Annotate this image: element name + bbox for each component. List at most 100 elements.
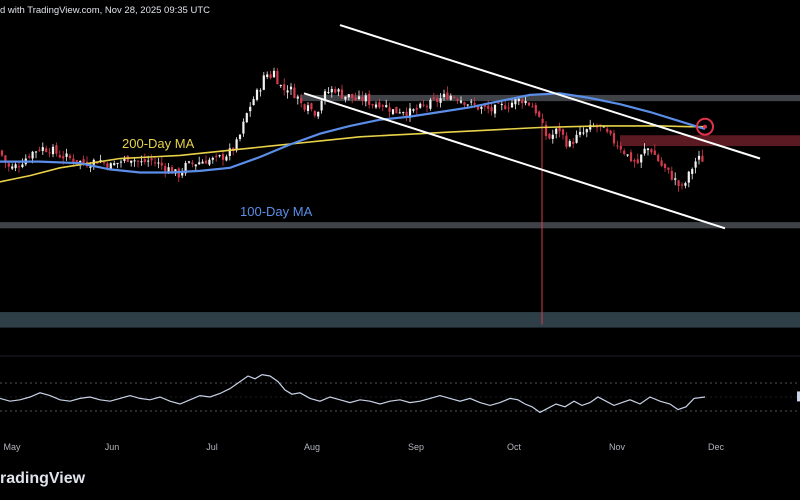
candle-body: [0, 150, 4, 156]
candle-body: [504, 105, 507, 110]
candle-body: [619, 145, 622, 150]
candle-body: [313, 110, 316, 116]
candle-body: [507, 107, 510, 109]
lower-support-zone: [0, 312, 800, 328]
candle-body: [113, 163, 116, 166]
candle-body: [82, 159, 85, 164]
candle-body: [252, 99, 255, 106]
candle-body: [119, 161, 123, 163]
candle-body: [684, 183, 687, 186]
candle-body: [425, 106, 429, 108]
crossover-marker: [696, 117, 714, 136]
candle-body: [296, 96, 299, 99]
candle-body: [310, 103, 313, 110]
moving-averages-layer: [0, 92, 706, 183]
candle-body: [490, 107, 493, 112]
candle-body: [337, 89, 340, 92]
candle-body: [357, 96, 361, 99]
candle-body: [595, 126, 599, 128]
candle-body: [402, 112, 405, 114]
candle-body: [633, 160, 636, 162]
zones-layer: [0, 94, 800, 328]
candle-body: [480, 106, 483, 109]
support-zone: [0, 222, 800, 229]
candle-body: [79, 160, 82, 164]
candle-body: [364, 95, 367, 102]
x-tick-label: Nov: [609, 442, 626, 452]
candle-body: [242, 121, 245, 134]
x-tick-label: Dec: [708, 442, 725, 452]
candle-body: [572, 141, 575, 144]
candle-body: [208, 159, 211, 165]
candle-body: [286, 90, 289, 93]
candle-body: [235, 139, 238, 151]
candle-body: [184, 163, 187, 174]
candle-body: [623, 150, 626, 154]
header-text: d with TradingView.com, Nov 28, 2025 09:…: [0, 5, 210, 16]
candle-body: [221, 154, 225, 160]
candle-body: [663, 163, 667, 169]
candle-body: [283, 84, 286, 91]
candle-body: [361, 96, 364, 102]
candle-body: [646, 148, 650, 151]
candle-body: [293, 87, 296, 99]
candle-body: [181, 171, 184, 176]
candle-body: [211, 157, 214, 160]
candle-body: [510, 102, 514, 108]
resistance-zone-red: [620, 135, 800, 147]
candle-body: [650, 149, 653, 153]
candle-body: [160, 162, 163, 166]
candle-body: [279, 85, 282, 87]
candle-body: [405, 111, 408, 117]
candle-body: [640, 154, 643, 163]
candle-body: [657, 154, 660, 162]
rsi-panel: [0, 355, 800, 414]
candle-body: [204, 160, 208, 164]
candle-body: [470, 101, 473, 103]
rsi-scale-marker: [797, 391, 800, 402]
candle-body: [456, 99, 459, 101]
candle-body: [578, 131, 582, 135]
candle-body: [626, 154, 629, 156]
x-tick-label: May: [3, 442, 21, 452]
candle-body: [602, 126, 605, 128]
candle-body: [541, 118, 544, 123]
candle-body: [11, 166, 14, 169]
candle-body: [344, 96, 347, 100]
candle-body: [436, 98, 439, 102]
candle-body: [340, 89, 344, 99]
candle-body: [371, 104, 374, 106]
candle-body: [109, 163, 112, 171]
candle-body: [351, 93, 354, 99]
candle-body: [262, 75, 265, 90]
candle-body: [527, 102, 531, 106]
candle-body: [21, 164, 24, 168]
candle-body: [463, 102, 466, 105]
candle-body: [170, 167, 174, 174]
candles-layer: [0, 67, 704, 325]
candle-body: [130, 160, 133, 163]
candle-body: [667, 167, 670, 170]
candle-body: [701, 155, 704, 162]
candle-body: [419, 103, 422, 108]
trendlines-layer: [303, 24, 761, 230]
candle-body: [442, 93, 446, 98]
candle-body: [551, 134, 554, 139]
x-tick-label: Oct: [507, 442, 522, 452]
candle-body: [561, 129, 565, 135]
candle-body: [391, 109, 395, 115]
candle-body: [582, 132, 585, 134]
candle-body: [575, 134, 578, 143]
candle-body: [459, 100, 463, 103]
candle-body: [269, 74, 272, 78]
candle-body: [218, 155, 221, 157]
candle-body: [58, 154, 61, 158]
candle-body: [38, 149, 41, 151]
candle-body: [238, 134, 242, 140]
candle-body: [415, 108, 418, 110]
resistance-zone-upper: [300, 94, 800, 102]
ma-200-label: 200-Day MA: [122, 136, 195, 151]
candle-body: [395, 106, 398, 114]
candle-body: [191, 162, 194, 165]
candle-body: [385, 105, 388, 108]
